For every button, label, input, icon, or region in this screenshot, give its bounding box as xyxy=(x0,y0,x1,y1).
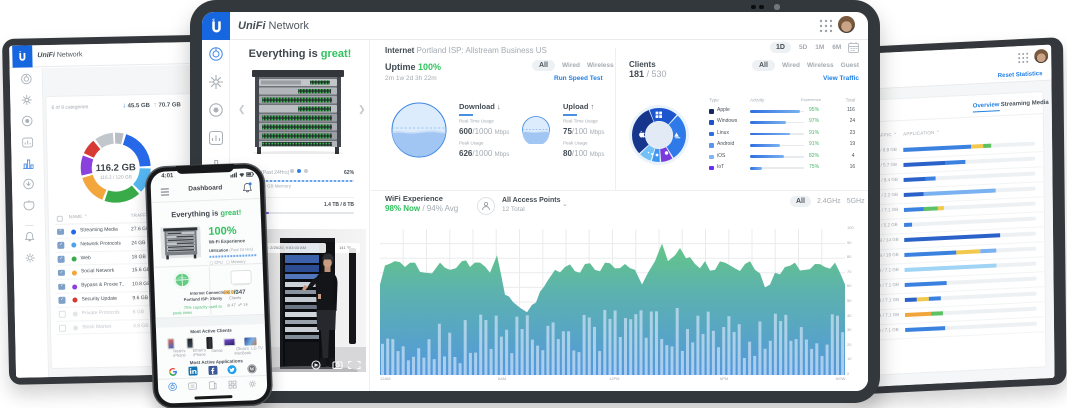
svg-text:116.2 / 120 GB: 116.2 / 120 GB xyxy=(100,174,132,181)
svg-text:116.2 GB: 116.2 GB xyxy=(96,162,136,174)
svg-text:W: W xyxy=(249,367,254,372)
